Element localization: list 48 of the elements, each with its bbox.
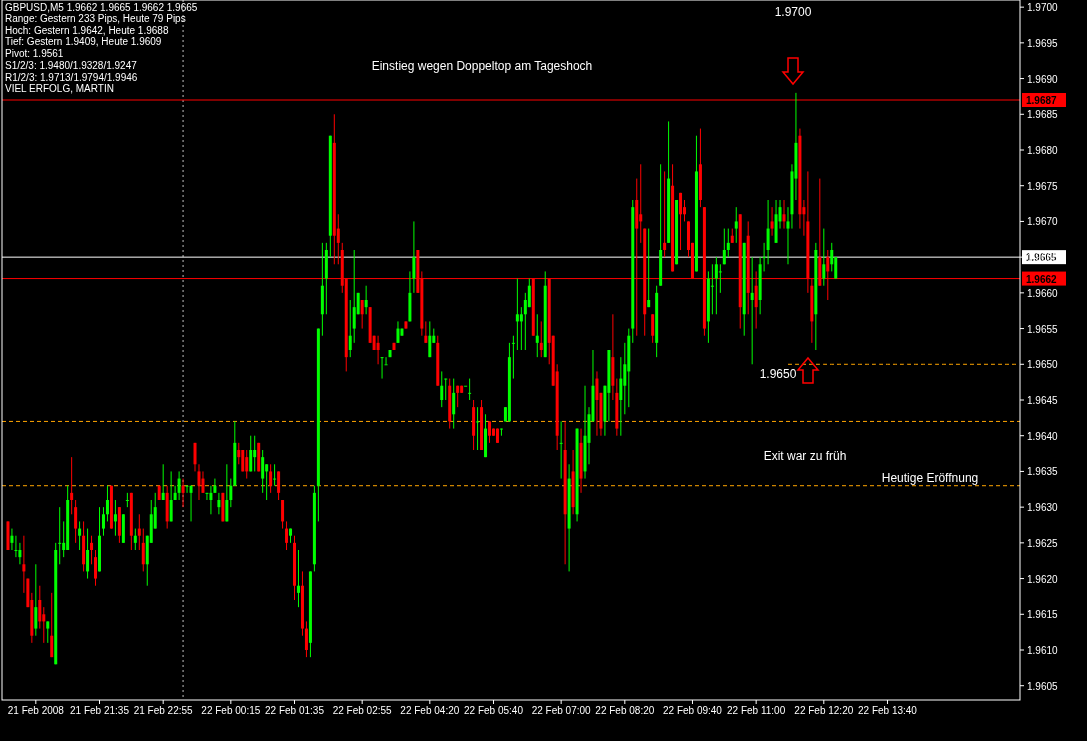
ref-line-label: 1.9662 [1026, 273, 1058, 285]
annotation: Einstieg wegen Doppeltop am Tageshoch [371, 59, 593, 73]
chart-title: GBPUSD,M5 1.9662 1.9665 1.9662 1.9665 [5, 2, 198, 13]
annotation: VIEL ERFOLG, MARTIN [5, 83, 114, 95]
y-tick-label: 1.9650 [1027, 359, 1059, 371]
x-tick-label: 22 Feb 12:20 [794, 705, 854, 716]
y-tick-label: 1.9695 [1027, 37, 1059, 49]
annotation: S1/2/3: 1.9480/1.9328/1.9247 [5, 59, 138, 71]
x-tick-label: 21 Feb 2008 [7, 705, 65, 716]
x-tick-label: 21 Feb 21:35 [70, 705, 130, 716]
y-tick-label: 1.9640 [1027, 430, 1059, 442]
x-tick-label: 22 Feb 07:00 [531, 705, 592, 716]
y-tick-label: 1.9635 [1027, 466, 1059, 478]
y-tick-label: 1.9670 [1027, 216, 1059, 228]
y-tick-label: 1.9610 [1027, 645, 1059, 656]
y-tick-label: 1.9680 [1027, 145, 1059, 156]
y-tick-label: 1.9620 [1027, 573, 1059, 585]
x-tick-label: 22 Feb 13:40 [858, 705, 918, 716]
annotation: Range: Gestern 233 Pips, Heute 79 Pips [5, 13, 186, 24]
y-tick-label: 1.9690 [1027, 73, 1059, 85]
annotation: Pivot: 1.9561 [5, 48, 64, 60]
x-tick-label: 22 Feb 02:55 [332, 705, 393, 716]
annotation: R1/2/3: 1.9713/1.9794/1.9946 [5, 71, 138, 83]
annotation: Hoch: Gestern 1.9642, Heute 1.9688 [5, 24, 169, 36]
annotation: Tief: Gestern 1.9409, Heute 1.9609 [5, 36, 162, 48]
y-tick-label: 1.9675 [1027, 180, 1059, 192]
y-tick-label: 1.9685 [1027, 109, 1059, 121]
y-tick-label: 1.9605 [1027, 680, 1059, 692]
y-tick-label: 1.9645 [1027, 395, 1059, 406]
y-tick-label: 1.9660 [1027, 287, 1059, 299]
annotation: 1.9650 [759, 367, 797, 381]
y-tick-label: 1.9625 [1027, 537, 1059, 549]
ref-line-label: 1.9687 [1026, 95, 1058, 106]
x-tick-label: 22 Feb 01:35 [265, 705, 325, 716]
x-tick-label: 22 Feb 04:20 [400, 705, 460, 716]
y-tick-label: 1.9615 [1027, 609, 1059, 621]
x-tick-label: 22 Feb 09:40 [663, 705, 723, 716]
x-tick-label: 22 Feb 05:40 [464, 705, 524, 716]
y-tick-label: 1.9655 [1027, 323, 1059, 335]
y-tick-label: 1.9630 [1027, 502, 1059, 514]
annotation: Exit war zu früh [763, 449, 847, 463]
y-tick-label: 1.9700 [1027, 2, 1059, 14]
annotation: 1.9700 [774, 5, 812, 19]
x-tick-label: 22 Feb 11:00 [727, 705, 786, 716]
x-tick-label: 21 Feb 22:55 [133, 705, 194, 716]
x-tick-label: 22 Feb 08:20 [595, 705, 655, 716]
annotation: Heutige Eröffnung [881, 470, 979, 485]
x-tick-label: 22 Feb 00:15 [201, 705, 261, 716]
